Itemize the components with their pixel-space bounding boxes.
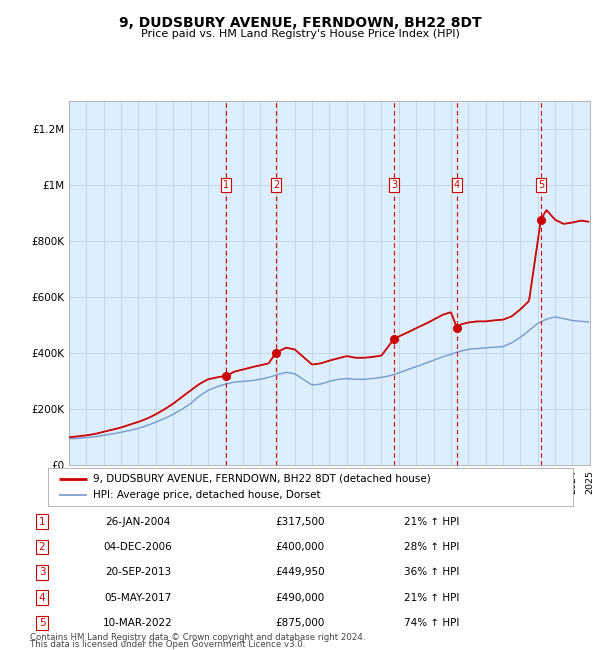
Text: 2: 2 <box>273 180 279 190</box>
Text: 74% ↑ HPI: 74% ↑ HPI <box>404 618 460 628</box>
Text: Contains HM Land Registry data © Crown copyright and database right 2024.: Contains HM Land Registry data © Crown c… <box>30 632 365 642</box>
Text: 28% ↑ HPI: 28% ↑ HPI <box>404 542 460 552</box>
Text: 5: 5 <box>38 618 46 628</box>
Text: Price paid vs. HM Land Registry's House Price Index (HPI): Price paid vs. HM Land Registry's House … <box>140 29 460 38</box>
Text: This data is licensed under the Open Government Licence v3.0.: This data is licensed under the Open Gov… <box>30 640 305 649</box>
Text: HPI: Average price, detached house, Dorset: HPI: Average price, detached house, Dors… <box>92 490 320 500</box>
Text: 04-DEC-2006: 04-DEC-2006 <box>104 542 172 552</box>
Text: 3: 3 <box>391 180 397 190</box>
Text: £449,950: £449,950 <box>275 567 325 577</box>
Text: 1: 1 <box>223 180 230 190</box>
Text: £317,500: £317,500 <box>275 517 325 526</box>
Text: 4: 4 <box>454 180 460 190</box>
Text: £490,000: £490,000 <box>275 593 325 603</box>
Text: 9, DUDSBURY AVENUE, FERNDOWN, BH22 8DT: 9, DUDSBURY AVENUE, FERNDOWN, BH22 8DT <box>119 16 481 31</box>
Text: 21% ↑ HPI: 21% ↑ HPI <box>404 593 460 603</box>
Text: £400,000: £400,000 <box>275 542 325 552</box>
Text: 10-MAR-2022: 10-MAR-2022 <box>103 618 173 628</box>
Text: 2: 2 <box>38 542 46 552</box>
Text: £875,000: £875,000 <box>275 618 325 628</box>
Text: 05-MAY-2017: 05-MAY-2017 <box>104 593 172 603</box>
Text: 1: 1 <box>38 517 46 526</box>
Text: 26-JAN-2004: 26-JAN-2004 <box>106 517 170 526</box>
Text: 9, DUDSBURY AVENUE, FERNDOWN, BH22 8DT (detached house): 9, DUDSBURY AVENUE, FERNDOWN, BH22 8DT (… <box>92 474 430 484</box>
Text: 21% ↑ HPI: 21% ↑ HPI <box>404 517 460 526</box>
Text: 4: 4 <box>38 593 46 603</box>
Text: 5: 5 <box>538 180 544 190</box>
Text: 36% ↑ HPI: 36% ↑ HPI <box>404 567 460 577</box>
Text: 3: 3 <box>38 567 46 577</box>
Text: 20-SEP-2013: 20-SEP-2013 <box>105 567 171 577</box>
